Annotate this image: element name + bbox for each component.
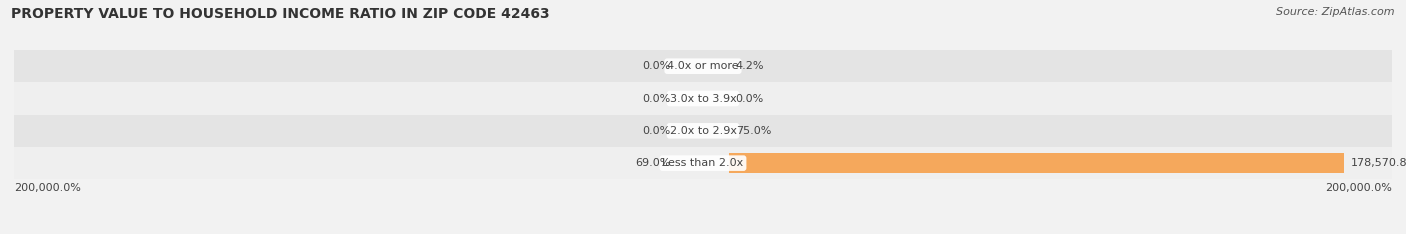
- Bar: [14, 50, 1392, 82]
- Text: 0.0%: 0.0%: [643, 126, 671, 136]
- Text: Less than 2.0x: Less than 2.0x: [662, 158, 744, 168]
- Text: PROPERTY VALUE TO HOUSEHOLD INCOME RATIO IN ZIP CODE 42463: PROPERTY VALUE TO HOUSEHOLD INCOME RATIO…: [11, 7, 550, 21]
- Bar: [14, 82, 1392, 115]
- Text: 200,000.0%: 200,000.0%: [1324, 183, 1392, 193]
- Bar: [14, 147, 1392, 179]
- Bar: [728, 153, 1344, 173]
- Text: 0.0%: 0.0%: [643, 61, 671, 71]
- Text: 0.0%: 0.0%: [735, 94, 763, 103]
- Text: 2.0x to 2.9x: 2.0x to 2.9x: [669, 126, 737, 136]
- Text: Source: ZipAtlas.com: Source: ZipAtlas.com: [1277, 7, 1395, 17]
- Text: 178,570.8%: 178,570.8%: [1351, 158, 1406, 168]
- Text: 200,000.0%: 200,000.0%: [14, 183, 82, 193]
- Text: 69.0%: 69.0%: [636, 158, 671, 168]
- Text: 0.0%: 0.0%: [643, 94, 671, 103]
- Text: 4.0x or more: 4.0x or more: [668, 61, 738, 71]
- Text: 4.2%: 4.2%: [735, 61, 765, 71]
- Text: 75.0%: 75.0%: [735, 126, 772, 136]
- Bar: [14, 115, 1392, 147]
- Text: 3.0x to 3.9x: 3.0x to 3.9x: [669, 94, 737, 103]
